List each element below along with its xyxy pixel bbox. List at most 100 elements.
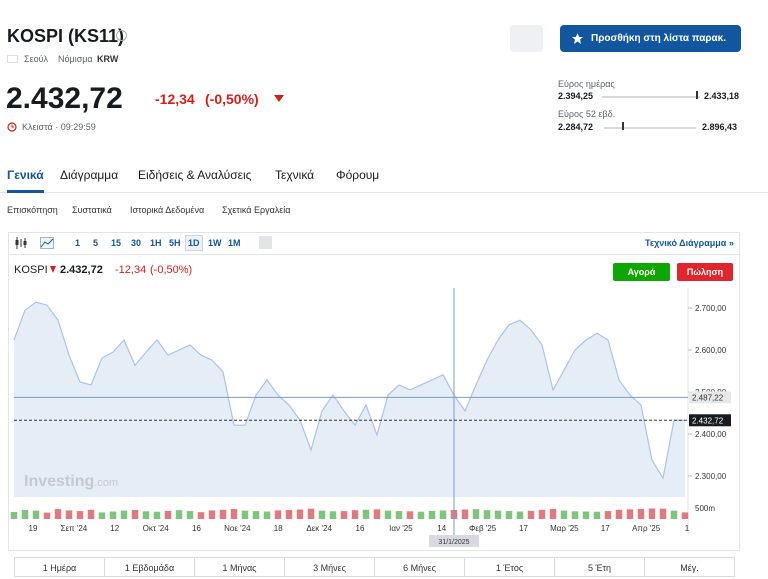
tab[interactable]: Τεχνικά [275, 168, 315, 182]
volume-bar [65, 510, 73, 519]
y-tick-label: 2.400,00 [695, 430, 727, 439]
interval[interactable]: 1 [75, 238, 81, 248]
buy-button[interactable]: Αγορά [613, 263, 670, 281]
settings-icon[interactable] [259, 236, 272, 249]
volume-bar [549, 508, 557, 519]
volume-bar [109, 511, 117, 519]
range-button[interactable]: 3 Μήνες [284, 557, 375, 577]
info-icon[interactable] [116, 30, 127, 41]
week52-low: 2.284,72 [558, 122, 594, 132]
volume-bar [164, 510, 172, 519]
x-tick-label: Απρ '25 [632, 524, 661, 533]
volume-bar [340, 511, 348, 519]
interval[interactable]: 30 [131, 238, 142, 248]
volume-bar [560, 510, 568, 519]
range-button[interactable]: 6 Μήνες [374, 557, 465, 577]
x-tick-label: 16 [356, 524, 365, 533]
volume-bar [175, 510, 183, 519]
day-range-bar [602, 96, 700, 98]
week52-high: 2.896,43 [702, 122, 738, 132]
tab-underline [7, 190, 44, 193]
subtab[interactable]: Επισκόπηση [7, 205, 58, 215]
volume-bar [32, 510, 40, 519]
interval[interactable]: 5 [93, 238, 99, 248]
tab-divider [0, 192, 768, 193]
range-button[interactable]: 5 Έτη [554, 557, 645, 577]
volume-bar [263, 511, 271, 519]
volume-bar [285, 509, 293, 519]
subtab[interactable]: Συστατικά [72, 205, 112, 215]
flag-icon [7, 55, 18, 63]
watchlist-label: Προσθήκη στη λίστα παρακ. [591, 33, 727, 44]
interval[interactable]: 1H [150, 238, 162, 248]
watermark: Investing.com [24, 473, 118, 490]
clock-icon [7, 122, 17, 132]
x-tick-label: Νοε '24 [224, 524, 251, 533]
volume-bar [241, 510, 249, 519]
volume-bar [54, 509, 62, 519]
volume-bar [131, 509, 139, 519]
alert-button[interactable] [510, 25, 543, 52]
volume-bar [428, 510, 436, 519]
sell-button[interactable]: Πώληση [677, 263, 733, 281]
interval[interactable]: 15 [111, 238, 122, 248]
interval[interactable]: 1W [208, 238, 222, 248]
price: 2.432,72 [6, 82, 123, 115]
watchlist-button[interactable] [560, 25, 741, 52]
volume-bar [615, 509, 623, 519]
volume-bar [472, 509, 480, 519]
area-icon[interactable] [40, 237, 54, 249]
volume-bar [87, 509, 95, 519]
volume-bar [274, 510, 282, 519]
x-tick-label: 19 [29, 524, 38, 533]
volume-bar [659, 508, 667, 519]
watermark-suffix: .com [94, 477, 118, 489]
interval[interactable]: 1D [188, 238, 200, 248]
range-button[interactable]: 1 Μήνας [194, 557, 285, 577]
tab[interactable]: Ειδήσεις & Αναλύσεις [138, 168, 252, 182]
chart-panel [8, 255, 740, 551]
week52-marker [622, 122, 624, 130]
range-button[interactable]: 1 Ημέρα [14, 557, 105, 577]
market-status: Κλειστά · 09:29:59 [22, 122, 96, 132]
volume-bar [362, 509, 370, 519]
technical-link[interactable]: Τεχνικό Διάγραμμα » [645, 238, 734, 248]
y-tick-label: 2.600,00 [695, 346, 727, 355]
volume-bar [461, 509, 469, 519]
range-button[interactable]: 1 Έτος [464, 557, 555, 577]
x-tick-label: 17 [519, 524, 528, 533]
volume-bar [571, 511, 579, 519]
range-button[interactable]: 1 Εβδομάδα [104, 557, 195, 577]
chart-change: -12,34 [115, 264, 147, 276]
toolbar [8, 232, 740, 255]
subtab[interactable]: Σχετικά Εργαλεία [222, 205, 291, 215]
subtab[interactable]: Ιστορικά Δεδομένα [130, 205, 205, 215]
tab[interactable]: Διάγραμμα [60, 168, 119, 182]
interval[interactable]: 5H [169, 238, 181, 248]
range-button[interactable]: Μέγ. [644, 557, 735, 577]
volume-bar [153, 511, 161, 519]
tab[interactable]: Γενικά [7, 168, 44, 182]
x-tick-label: 14 [437, 524, 446, 533]
volume-bar [142, 511, 150, 519]
interval[interactable]: 1M [228, 238, 241, 248]
volume-bar [648, 508, 656, 519]
city: Σεούλ [24, 54, 49, 64]
tab[interactable]: Φόρουμ [336, 168, 380, 182]
price-area [14, 302, 685, 497]
interval-selected [185, 235, 203, 251]
volume-bar [21, 509, 29, 519]
volume-bar [296, 509, 304, 519]
y-tick-label: 2.700,00 [695, 304, 727, 313]
volume-bar [395, 511, 403, 519]
change: -12,34 [155, 91, 195, 107]
volume-bar [373, 509, 381, 519]
candle-icon[interactable] [14, 237, 28, 249]
volume-bar [208, 510, 216, 519]
volume-bar [406, 511, 414, 519]
x-tick-label: Δεκ '24 [306, 524, 332, 533]
x-tick-label: 16 [192, 524, 201, 533]
volume-bar [307, 508, 315, 519]
